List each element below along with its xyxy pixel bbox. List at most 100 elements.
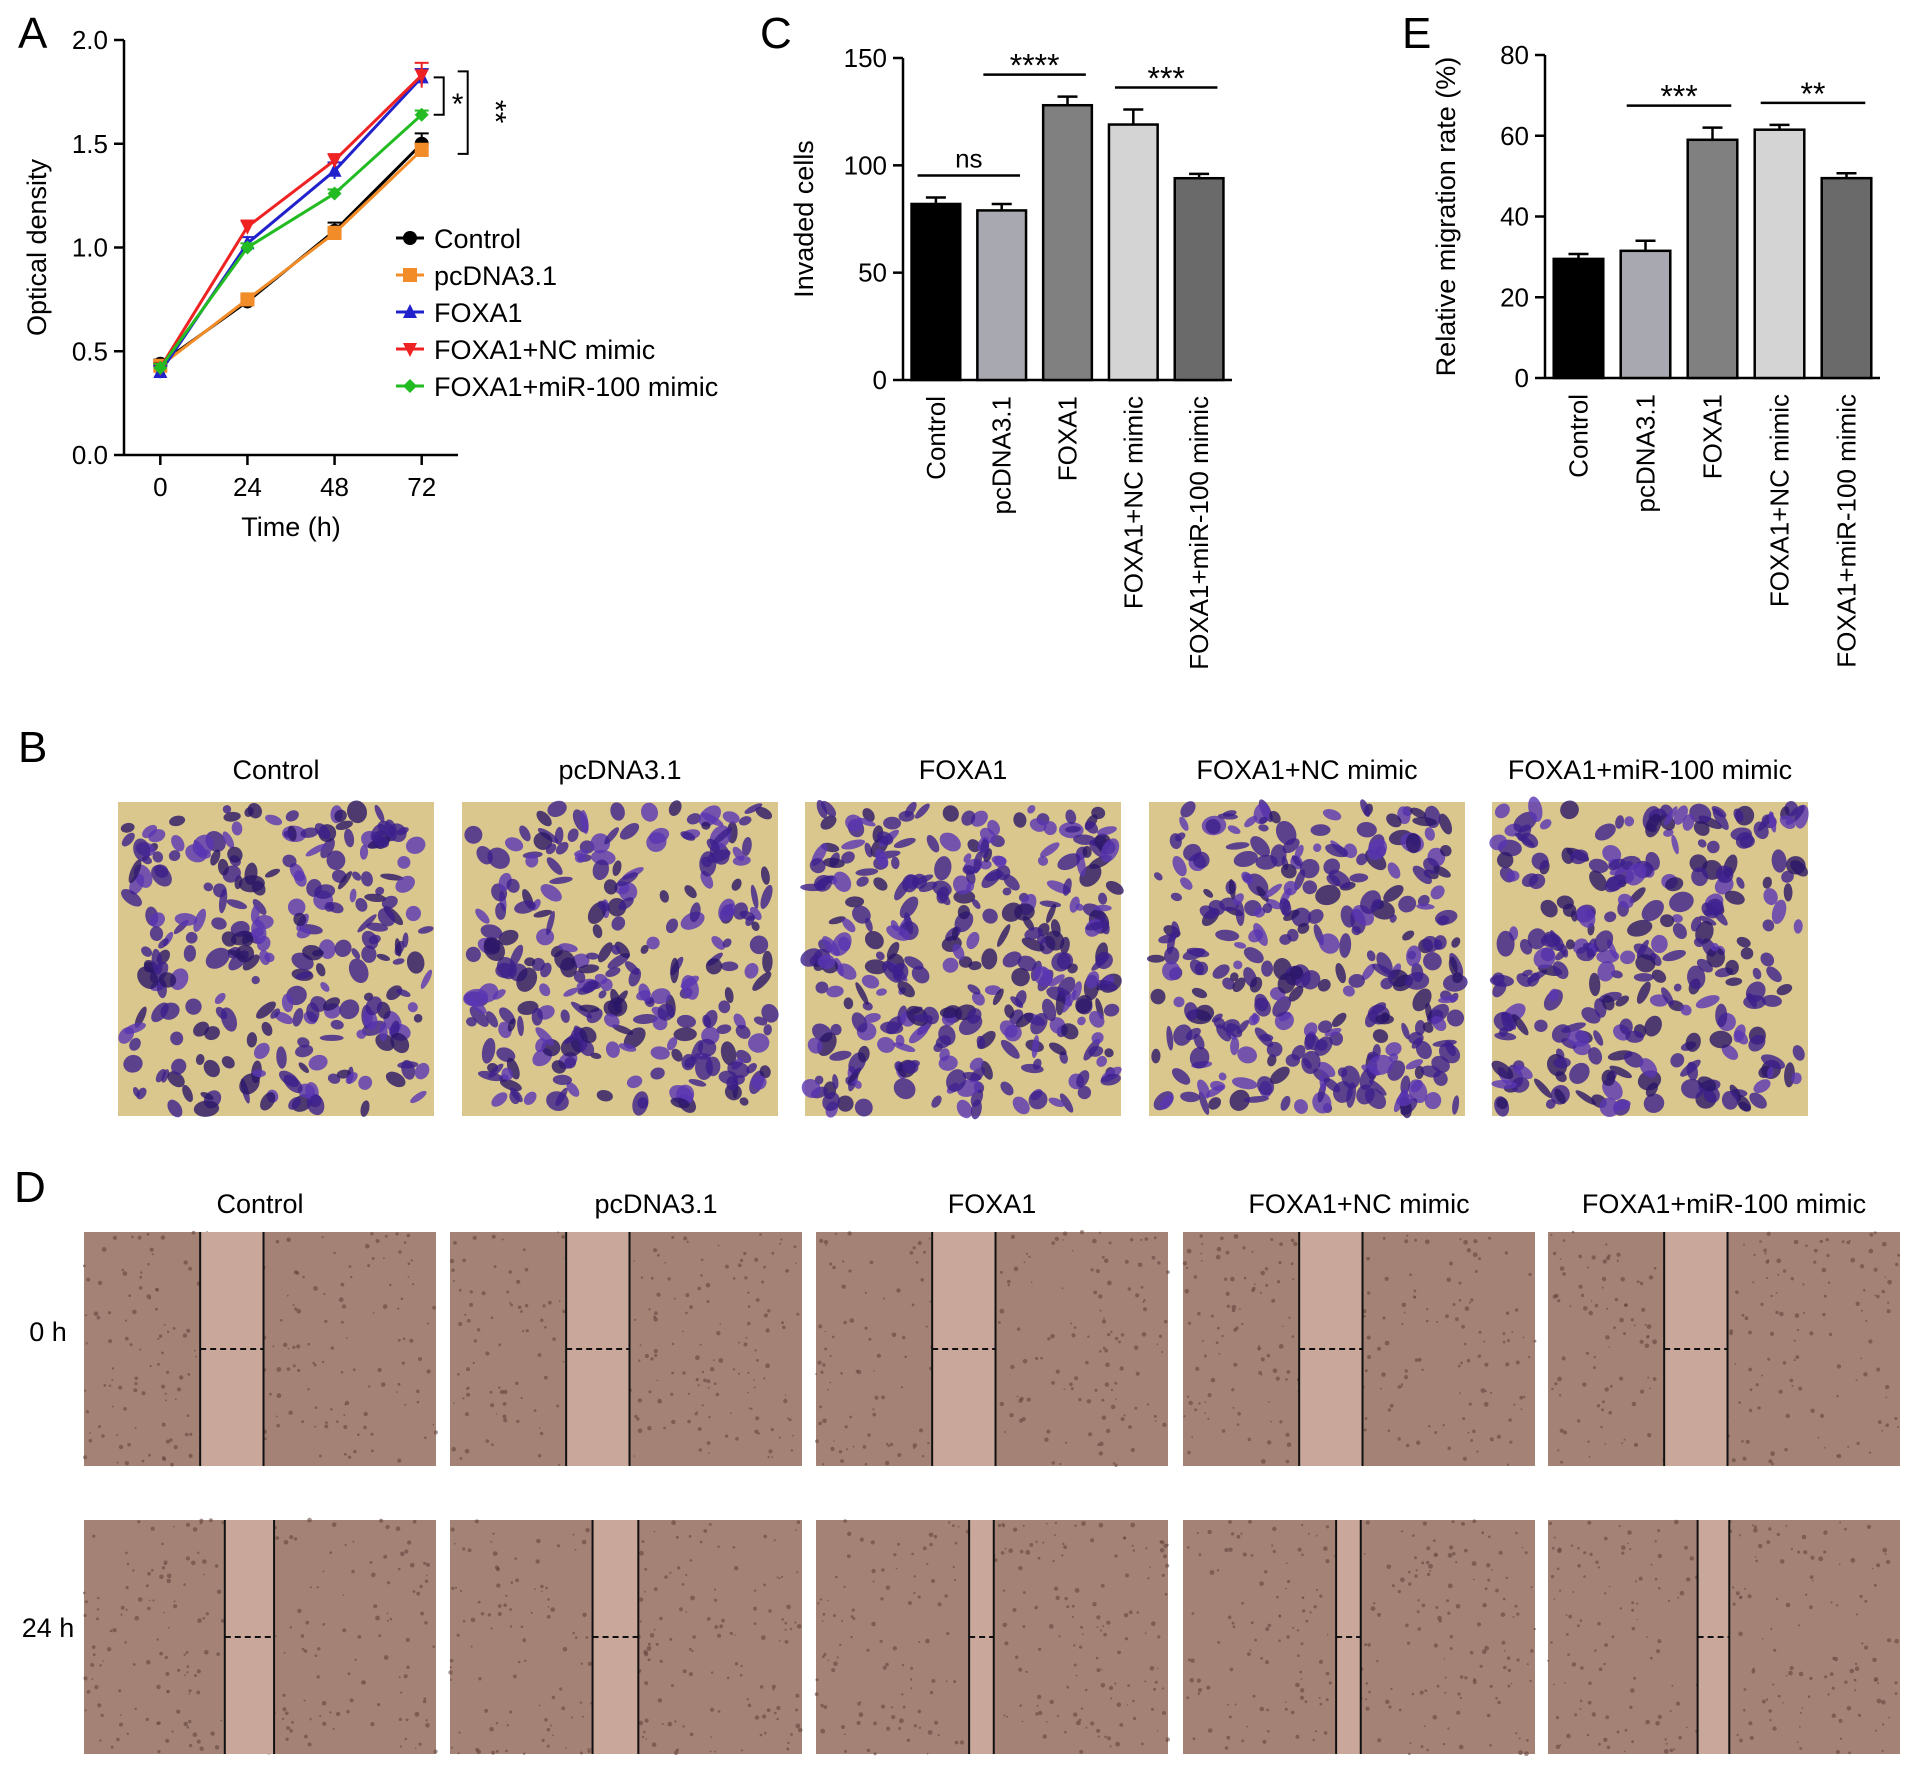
- cell-dot: [1414, 1574, 1418, 1578]
- cell-dot: [1557, 1548, 1562, 1554]
- cell-dot: [546, 1615, 551, 1619]
- cell-dot: [572, 1533, 575, 1536]
- cell-dot: [1292, 1626, 1295, 1629]
- cell-dot: [1078, 1718, 1082, 1722]
- cell-dot: [1411, 1692, 1415, 1696]
- cell-dot: [1731, 1458, 1736, 1463]
- cell-dot: [1864, 1645, 1869, 1650]
- cell-dot: [1648, 1275, 1654, 1280]
- cell-dot: [1768, 1709, 1772, 1713]
- cell-dot: [565, 1747, 567, 1749]
- cell-dot: [649, 1633, 655, 1638]
- cell-dot: [112, 1628, 117, 1633]
- stained-cell: [1317, 1020, 1333, 1033]
- cell-dot: [1747, 1594, 1752, 1599]
- x-tick-label: 24: [233, 472, 262, 502]
- cell-dot: [1420, 1745, 1424, 1749]
- cell-dot: [1611, 1635, 1615, 1639]
- stained-cell: [1496, 930, 1515, 957]
- cell-dot: [638, 1720, 644, 1726]
- cell-dot: [1080, 1707, 1084, 1710]
- cell-dot: [1323, 1546, 1328, 1551]
- cell-dot: [784, 1621, 788, 1625]
- cell-dot: [714, 1625, 719, 1629]
- bar-control: [910, 202, 962, 382]
- stained-cell: [1325, 844, 1349, 858]
- cell-dot: [1522, 1546, 1524, 1549]
- cell-dot: [345, 1337, 348, 1339]
- cell-dot: [1425, 1319, 1429, 1323]
- cell-dot: [498, 1386, 501, 1389]
- x-axis-title: Time (h): [241, 512, 341, 542]
- cell-dot: [1021, 1720, 1024, 1723]
- cell-dot: [703, 1529, 708, 1533]
- cell-dot: [1123, 1414, 1126, 1417]
- stained-cell: [1521, 873, 1539, 887]
- cell-dot: [286, 1294, 289, 1297]
- cell-dot: [999, 1401, 1004, 1407]
- cell-dot: [522, 1638, 527, 1643]
- cell-dot: [1785, 1413, 1791, 1419]
- cell-dot: [1608, 1410, 1612, 1415]
- cell-dot: [1098, 1522, 1104, 1528]
- cell-dot: [675, 1748, 679, 1752]
- stained-cell: [1236, 1019, 1250, 1035]
- stained-cell: [1225, 842, 1250, 850]
- stained-cell: [256, 1001, 276, 1019]
- stained-cell: [1494, 1032, 1517, 1041]
- cell-dot: [1428, 1425, 1431, 1428]
- cell-dot: [1779, 1559, 1785, 1564]
- cell-dot: [466, 1318, 471, 1323]
- stained-cell: [295, 971, 312, 980]
- image-label-foxa1-mir-100-mimic: FOXA1+miR-100 mimic: [1508, 755, 1792, 785]
- stained-cell: [501, 1067, 513, 1081]
- cell-dot: [1813, 1248, 1818, 1253]
- cell-dot: [1855, 1379, 1858, 1382]
- cell-dot: [681, 1583, 685, 1586]
- cell-dot: [1363, 1315, 1366, 1318]
- stained-cell: [873, 877, 888, 891]
- stained-cell: [244, 807, 254, 817]
- cell-dot: [118, 1444, 124, 1450]
- cell-dot: [558, 1464, 560, 1466]
- cell-dot: [934, 1720, 939, 1725]
- stained-cell: [832, 1074, 839, 1090]
- stained-cell: [349, 888, 357, 903]
- cell-dot: [1480, 1388, 1486, 1393]
- cell-dot: [778, 1577, 781, 1580]
- cell-dot: [1110, 1330, 1113, 1334]
- cell-dot: [129, 1343, 133, 1347]
- stained-cell: [1792, 1045, 1805, 1061]
- data-point-foxa1-nc-mimic: [414, 69, 429, 84]
- stained-cell: [864, 1013, 881, 1023]
- cell-dot: [1227, 1615, 1232, 1620]
- cell-dot: [508, 1270, 512, 1274]
- cell-dot: [1896, 1426, 1899, 1428]
- cell-dot: [1571, 1230, 1575, 1234]
- cell-dot: [1018, 1418, 1024, 1423]
- cell-dot: [1601, 1286, 1604, 1289]
- cell-dot: [1228, 1547, 1233, 1552]
- cell-dot: [1529, 1679, 1532, 1683]
- cell-dot: [174, 1398, 177, 1401]
- cell-dot: [913, 1724, 918, 1728]
- panel-letter-b: B: [18, 723, 47, 772]
- cell-dot: [406, 1665, 410, 1670]
- cell-dot: [165, 1738, 170, 1743]
- stained-cell: [1310, 824, 1331, 836]
- stained-cell: [992, 988, 1004, 1006]
- cell-dot: [316, 1586, 319, 1589]
- cell-dot: [490, 1540, 493, 1543]
- cell-dot: [866, 1748, 871, 1753]
- cell-dot: [1071, 1249, 1074, 1252]
- cell-dot: [784, 1394, 787, 1396]
- stained-cell: [1555, 1071, 1567, 1083]
- cell-dot: [1107, 1736, 1111, 1741]
- cell-dot: [906, 1738, 911, 1743]
- cell-dot: [998, 1321, 1001, 1324]
- cell-dot: [316, 1675, 320, 1679]
- cell-dot: [1297, 1547, 1302, 1552]
- cell-dot: [490, 1403, 495, 1408]
- stained-cell: [1048, 1097, 1065, 1108]
- cell-dot: [1647, 1376, 1650, 1379]
